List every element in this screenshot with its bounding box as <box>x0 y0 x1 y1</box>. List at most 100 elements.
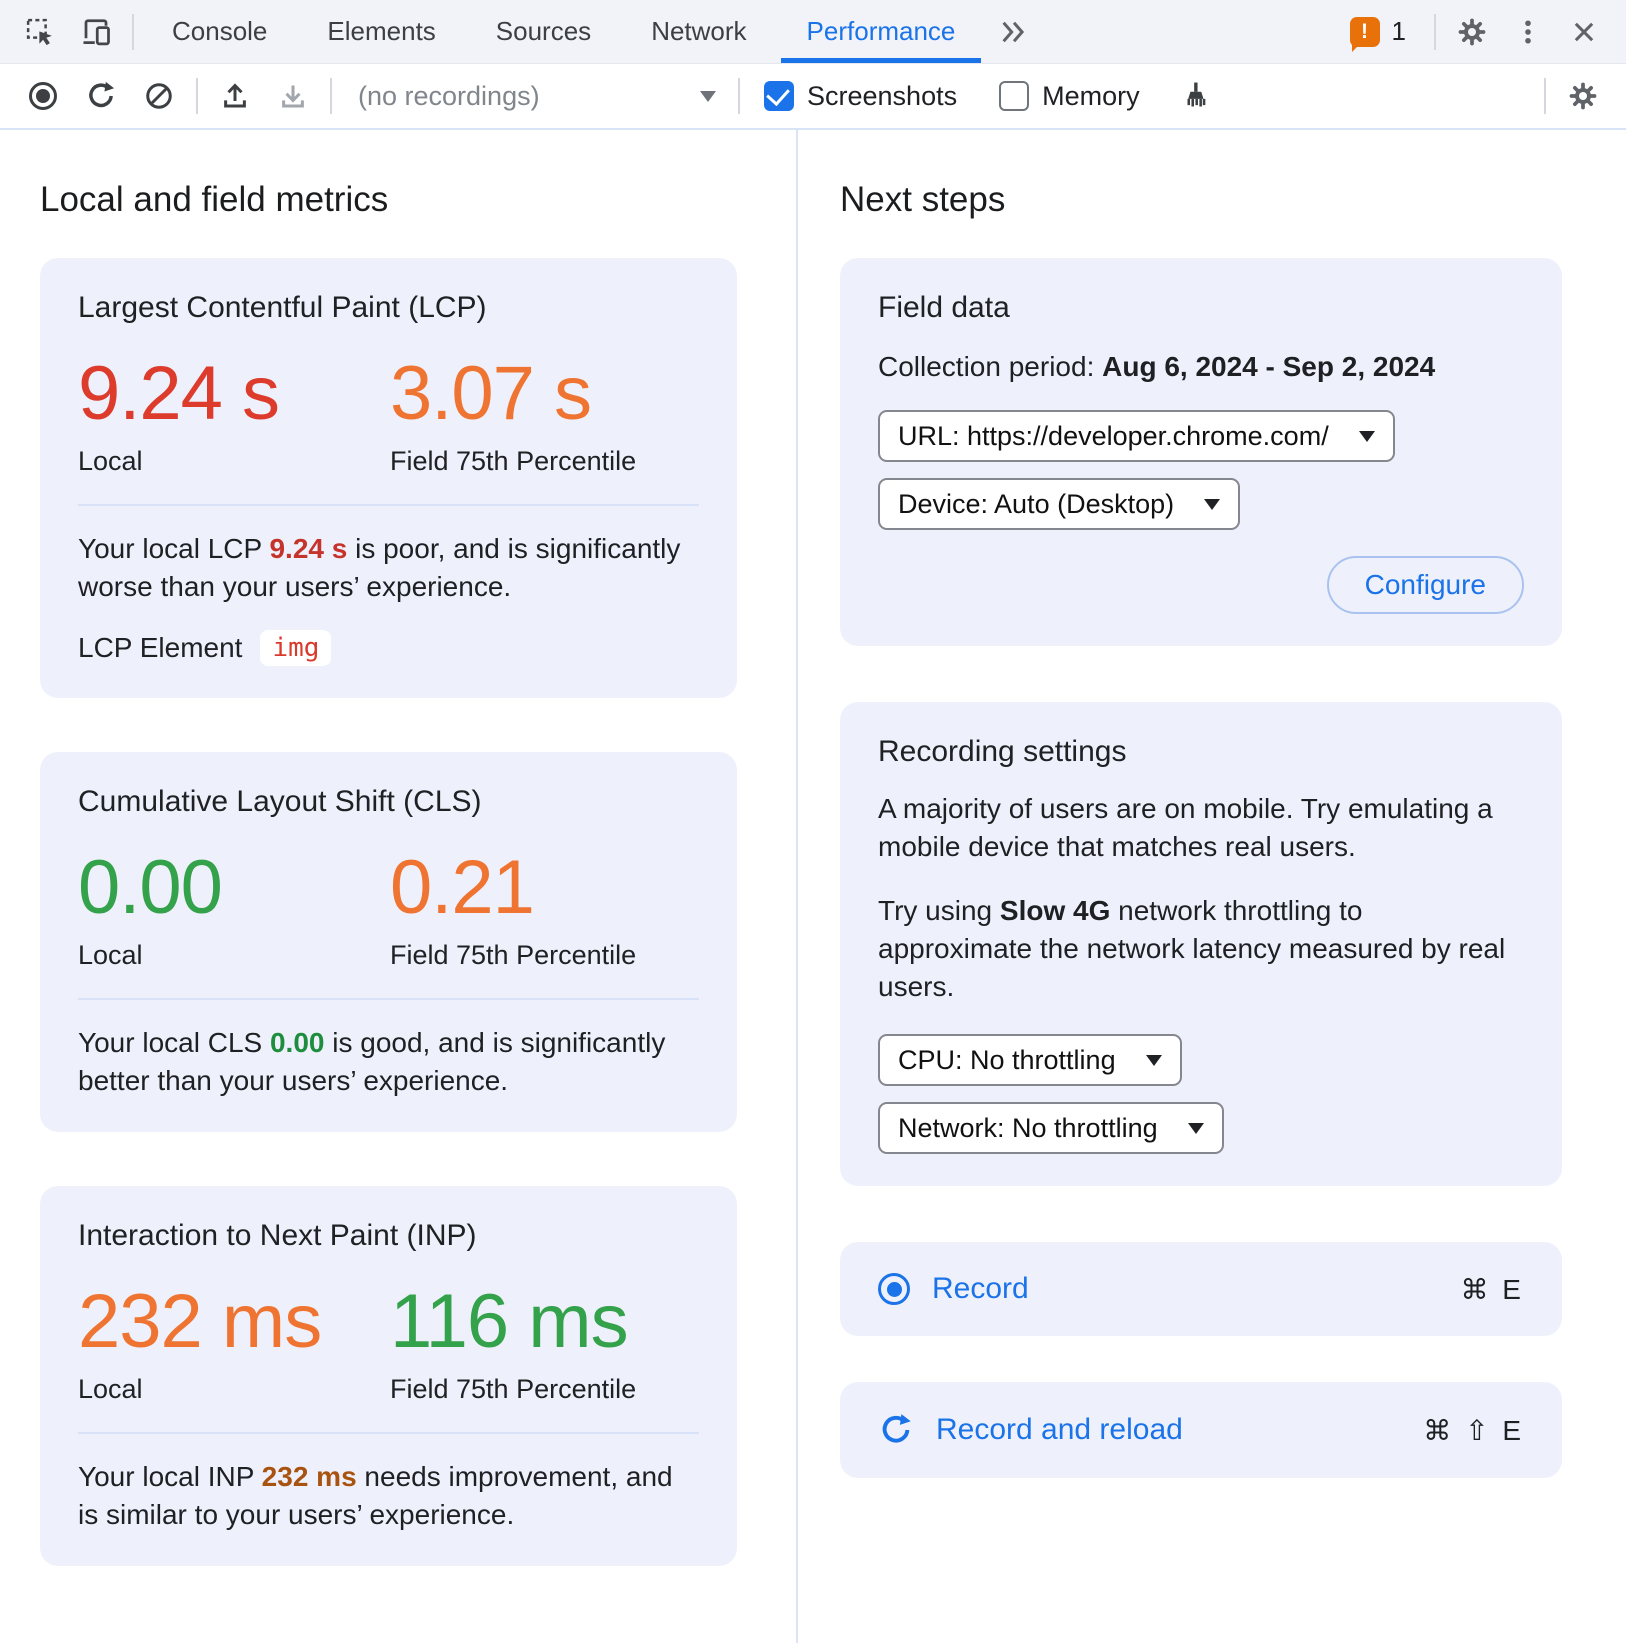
lcp-element-label: LCP Element <box>78 632 243 663</box>
memory-toggle[interactable]: Memory <box>999 81 1166 112</box>
network-throttling-value: Network: No throttling <box>898 1113 1158 1143</box>
field-data-title: Field data <box>878 291 1010 324</box>
inp-card-title: Interaction to Next Paint (INP) <box>78 1219 477 1252</box>
recording-settings-title: Recording settings <box>878 735 1127 768</box>
configure-button[interactable]: Configure <box>1326 556 1524 614</box>
performance-landing-page: Local and field metrics Largest Contentf… <box>0 130 1626 1643</box>
tab-network[interactable]: Network <box>651 16 747 46</box>
cls-local-value: 0.00 <box>78 845 223 930</box>
issues-counter[interactable]: ! 1 <box>1349 16 1406 52</box>
lcp-element-link[interactable]: img <box>260 630 332 666</box>
memory-checkbox[interactable] <box>999 81 1030 111</box>
recordings-dropdown[interactable]: (no recordings) <box>358 81 730 112</box>
url-dropdown-value: URL: https://developer.chrome.com/ <box>898 421 1329 451</box>
cpu-throttling-dropdown[interactable]: CPU: No throttling <box>878 1034 1182 1086</box>
toolbar-separator <box>196 78 198 114</box>
dropdown-arrow-icon <box>1145 1054 1162 1066</box>
load-profile-button[interactable] <box>206 72 264 120</box>
lcp-description: Your local LCP 9.24 s is poor, and is si… <box>78 533 681 602</box>
close-icon <box>1570 18 1598 46</box>
clear-recording-button[interactable] <box>130 72 188 120</box>
next-steps-heading: Next steps <box>840 180 1006 219</box>
cls-local-label: Local <box>78 940 143 970</box>
devtools-settings-button[interactable] <box>1444 6 1500 58</box>
gear-icon <box>1567 80 1599 112</box>
inp-field-value: 116 ms <box>390 1279 629 1364</box>
cls-metric-card: Cumulative Layout Shift (CLS) 0.00 Local… <box>40 752 737 1132</box>
dropdown-arrow-icon <box>1204 498 1221 510</box>
tab-sources[interactable]: Sources <box>495 16 592 46</box>
cls-field-metric: 0.21 Field 75th Percentile <box>390 844 636 970</box>
screenshots-label: Screenshots <box>807 80 958 111</box>
tab-performance[interactable]: Performance <box>777 0 986 63</box>
broom-icon <box>1178 79 1212 113</box>
inp-local-label: Local <box>78 1374 143 1404</box>
inspect-element-button[interactable] <box>12 6 68 58</box>
cls-description: Your local CLS 0.00 is good, and is sign… <box>78 1027 666 1096</box>
upload-icon <box>220 81 250 111</box>
record-action-card[interactable]: Record ⌘ E <box>840 1242 1562 1336</box>
cpu-throttling-value: CPU: No throttling <box>898 1045 1116 1075</box>
toolbar-separator <box>132 13 134 50</box>
url-dropdown[interactable]: URL: https://developer.chrome.com/ <box>878 410 1395 462</box>
tab-elements[interactable]: Elements <box>327 16 436 46</box>
lcp-field-metric: 3.07 s Field 75th Percentile <box>390 350 636 476</box>
collection-period: Collection period: Aug 6, 2024 - Sep 2, … <box>878 351 1436 382</box>
screenshots-checkbox[interactable] <box>764 81 794 111</box>
record-and-reload-button[interactable] <box>72 72 130 120</box>
network-throttling-dropdown[interactable]: Network: No throttling <box>878 1102 1224 1154</box>
cls-card-title: Cumulative Layout Shift (CLS) <box>78 785 482 818</box>
save-profile-button[interactable] <box>264 72 322 120</box>
network-throttling-tip: Try using Slow 4G network throttling to … <box>878 895 1506 1002</box>
lcp-local-label: Local <box>78 446 143 476</box>
record-icon <box>878 1273 910 1305</box>
dropdown-arrow-icon <box>1358 430 1375 442</box>
reload-icon <box>85 80 117 112</box>
inp-local-value: 232 ms <box>78 1279 322 1364</box>
lcp-field-label: Field 75th Percentile <box>390 446 637 476</box>
recordings-dropdown-value: (no recordings) <box>358 80 540 111</box>
cls-field-label: Field 75th Percentile <box>390 940 637 970</box>
device-dropdown[interactable]: Device: Auto (Desktop) <box>878 478 1241 530</box>
local-field-metrics-column: Local and field metrics Largest Contentf… <box>0 130 796 1643</box>
record-and-reload-action-card[interactable]: Record and reload ⌘ ⇧ E <box>840 1382 1562 1478</box>
cls-local-metric: 0.00 Local <box>78 844 390 970</box>
double-chevron-icon <box>999 19 1029 45</box>
record-and-reload-shortcut: ⌘ ⇧ E <box>1423 1414 1524 1446</box>
lcp-field-value: 3.07 s <box>390 351 592 436</box>
device-toolbar-button[interactable] <box>68 6 124 58</box>
toolbar-separator <box>1544 78 1546 114</box>
card-divider <box>78 998 699 1000</box>
card-divider <box>78 1432 699 1434</box>
more-tabs-button[interactable] <box>985 19 1043 45</box>
block-icon <box>144 81 174 111</box>
tab-console[interactable]: Console <box>172 16 268 46</box>
lcp-card-title: Largest Contentful Paint (LCP) <box>78 291 487 324</box>
download-icon <box>278 81 308 111</box>
lcp-element-row: LCP Element img <box>78 630 699 666</box>
devtools-tab-bar: Console Elements Sources Network Perform… <box>0 0 1626 64</box>
issues-count: 1 <box>1391 16 1406 46</box>
metrics-heading: Local and field metrics <box>40 180 389 219</box>
lcp-local-value: 9.24 s <box>78 351 280 436</box>
dropdown-arrow-icon <box>700 90 716 102</box>
cls-field-value: 0.21 <box>390 845 535 930</box>
field-data-card: Field data Collection period: Aug 6, 202… <box>840 258 1562 646</box>
capture-settings-button[interactable] <box>1554 72 1612 120</box>
inp-local-metric: 232 ms Local <box>78 1278 390 1404</box>
record-icon <box>29 82 57 110</box>
dropdown-arrow-icon <box>1187 1122 1204 1134</box>
issues-badge-icon: ! <box>1349 16 1380 52</box>
gear-icon <box>1456 16 1488 48</box>
devtools-menu-button[interactable] <box>1500 6 1556 58</box>
mobile-emulation-tip: A majority of users are on mobile. Try e… <box>878 793 1493 862</box>
toolbar-separator <box>1434 13 1436 50</box>
screenshots-toggle[interactable]: Screenshots <box>764 81 983 112</box>
record-button[interactable] <box>14 72 72 120</box>
inp-metric-card: Interaction to Next Paint (INP) 232 ms L… <box>40 1186 737 1566</box>
devtools-close-button[interactable] <box>1556 6 1612 58</box>
collect-garbage-button[interactable] <box>1166 72 1224 120</box>
inp-field-metric: 116 ms Field 75th Percentile <box>390 1278 636 1404</box>
record-shortcut: ⌘ E <box>1460 1273 1524 1305</box>
record-action-label: Record <box>932 1272 1029 1305</box>
